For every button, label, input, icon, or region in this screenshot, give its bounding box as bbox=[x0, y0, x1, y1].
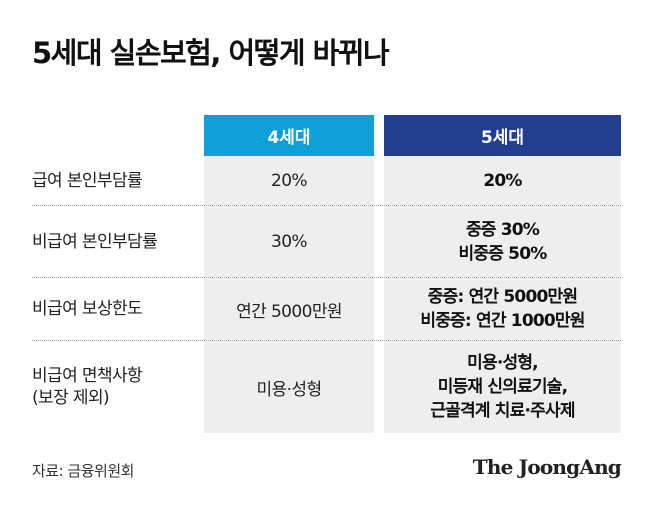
brand-logo: The JoongAng bbox=[472, 455, 622, 479]
row-label: 급여 본인부담률 bbox=[32, 170, 143, 191]
row-label: 비급여 면책사항 (보장 제외) bbox=[32, 366, 143, 408]
gen5-value: 미용·성형, 미등재 신의료기술, 근골격계 치료·주사제 bbox=[430, 353, 575, 421]
gen5-value: 중증 30% 비중증 50% bbox=[458, 219, 548, 264]
gen4-value: 미용·성형 bbox=[256, 379, 323, 400]
gen5-value: 20% bbox=[483, 170, 522, 191]
table-row: 비급여 보상한도 연간 5000만원 중증: 연간 5000만원 비중증: 연간… bbox=[32, 278, 621, 340]
row-divider bbox=[32, 340, 621, 341]
table-row: 비급여 면책사항 (보장 제외) 미용·성형 미용·성형, 미등재 신의료기술,… bbox=[32, 341, 621, 433]
gen4-value: 30% bbox=[271, 231, 308, 252]
table-row: 급여 본인부담률 20% 20% bbox=[32, 156, 621, 205]
row-label: 비급여 보상한도 bbox=[32, 299, 143, 319]
gen4-value: 20% bbox=[271, 170, 308, 191]
row-divider bbox=[32, 277, 621, 278]
gen5-value: 중증: 연간 5000만원 비중증: 연간 1000만원 bbox=[420, 287, 585, 331]
gen4-value: 연간 5000만원 bbox=[236, 301, 342, 322]
table-row: 비급여 본인부담률 30% 중증 30% 비중증 50% bbox=[32, 206, 621, 277]
row-label: 비급여 본인부담률 bbox=[32, 231, 158, 252]
row-divider bbox=[32, 205, 621, 206]
header-gen5: 5세대 bbox=[384, 115, 621, 156]
comparison-table: 4세대 5세대 급여 본인부담률 20% 20% 비급여 본인부담률 30% 중… bbox=[32, 115, 621, 433]
header-gen4: 4세대 bbox=[204, 115, 374, 156]
source-note: 자료: 금융위원회 bbox=[32, 462, 134, 480]
page-title: 5세대 실손보험, 어떻게 바뀌나 bbox=[32, 36, 390, 70]
